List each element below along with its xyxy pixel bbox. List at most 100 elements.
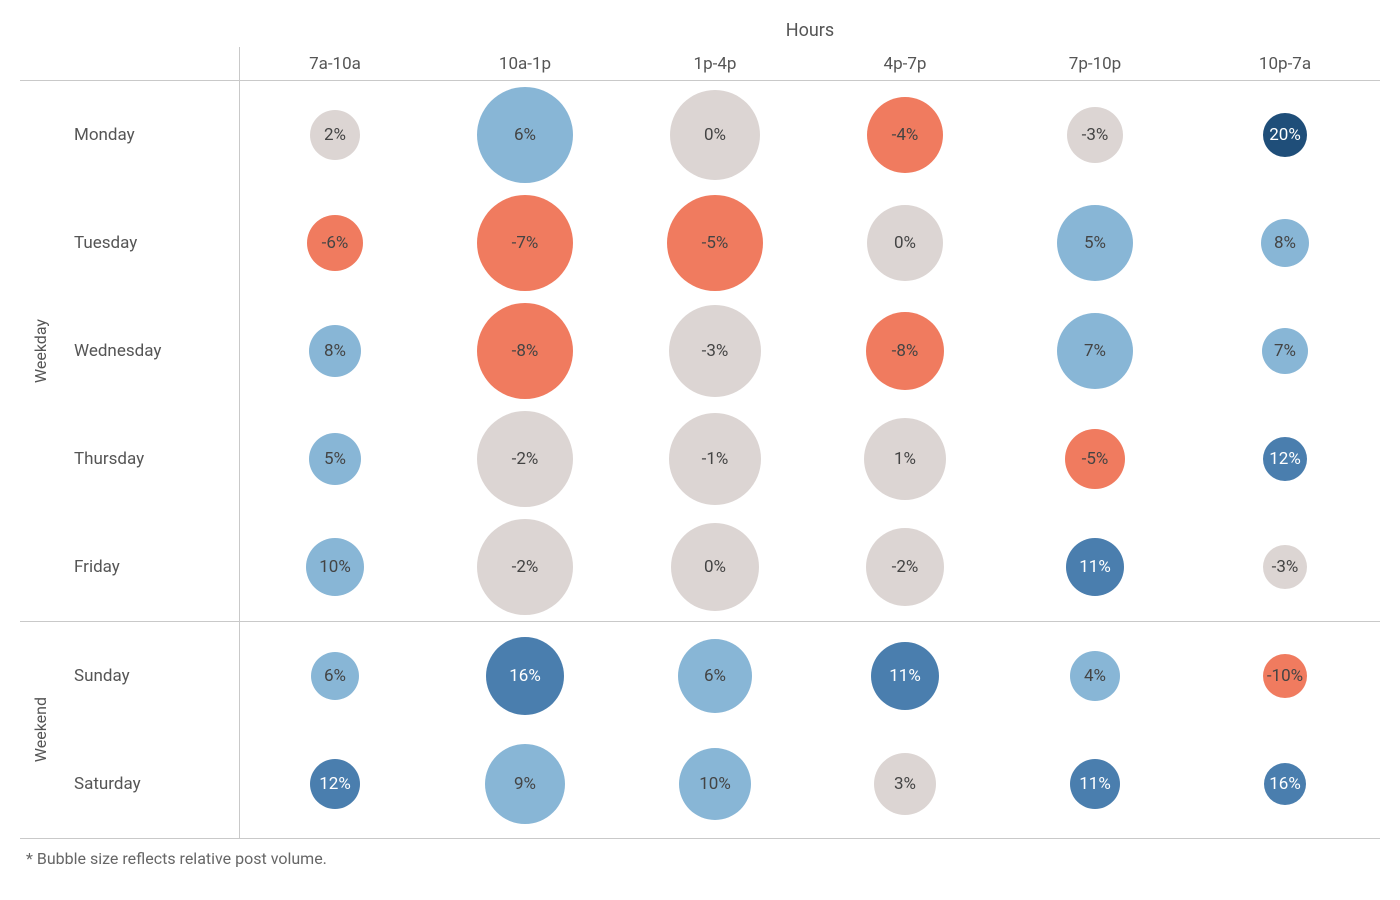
group-label-text: Weekday [31,319,50,383]
data-row: Monday2%6% 0% -4% -3% 20% [60,81,1380,189]
bubble-cell: -8% [810,297,1000,405]
bubble: 16% [486,637,564,715]
hours-axis-title: Hours [240,20,1380,41]
day-label: Sunday [60,622,240,730]
bubble-cell: -5% [620,189,810,297]
bubble-cell: 6% [430,81,620,189]
bubble: 16% [1264,763,1306,805]
bubble-cell: 6% [620,622,810,730]
bubble: 12% [1263,437,1307,481]
data-row: Friday 10% -2% 0% -2% 11% -3% [60,513,1380,621]
bubble-cell: 11% [1000,513,1190,621]
data-row: Sunday 6% 16% 6% 11% 4% -10% [60,622,1380,730]
bubble-cell: -2% [430,513,620,621]
bubble: 11% [1070,759,1120,809]
column-header: 10a-1p [430,54,620,74]
bubble: -3% [669,305,761,397]
column-header: 1p-4p [620,54,810,74]
bubble-cell: 11% [1000,730,1190,838]
bubble-cell: -4% [810,81,1000,189]
bubble-cell: -1% [620,405,810,513]
bubble: 10% [679,748,751,820]
bubble: -6% [307,215,363,271]
bubble: 0% [670,90,760,180]
group-label-text: Weekend [31,697,50,762]
chart-footnote: * Bubble size reflects relative post vol… [20,849,1380,868]
bubble: -3% [1263,545,1307,589]
day-label: Friday [60,513,240,621]
bubble-cell: -7% [430,189,620,297]
bubble: -2% [477,519,573,615]
bubble: -2% [477,411,573,507]
bubble: 9% [485,744,565,824]
bubble-cell: 0% [810,189,1000,297]
rows-container: Monday2%6%0%-4%-3%20%Tuesday-6%-7%-5%0%5… [60,81,1380,621]
bubble-cell: 20% [1190,81,1380,189]
column-header: 4p-7p [810,54,1000,74]
bubble-matrix-chart: Hours 7a-10a 10a-1p 1p-4p 4p-7p 7p-10p 1… [20,20,1380,868]
rows-container: Sunday6%16%6%11%4%-10%Saturday12%9%10%3%… [60,622,1380,838]
bubble: 5% [1057,205,1133,281]
bubble-cell: 10% [620,730,810,838]
bubble: 4% [1070,651,1120,701]
bubble: -3% [1067,107,1123,163]
bubble: 10% [306,538,364,596]
bubble-cell: -3% [620,297,810,405]
day-label: Thursday [60,405,240,513]
day-label: Wednesday [60,297,240,405]
bubble: -1% [669,413,761,505]
bubble-cell: 6% [240,622,430,730]
bubble: 6% [311,652,359,700]
row-group: Weekday Monday2%6% 0% -4% -3% 20% Tuesday -6% -7… [20,81,1380,622]
bubble-cell: -6% [240,189,430,297]
bubble-cell: 4% [1000,622,1190,730]
data-row: Thursday 5% -2% -1% 1% -5% 12% [60,405,1380,513]
bubble-cell: 10% [240,513,430,621]
bubble-cell: 8% [240,297,430,405]
bubble-cell: -5% [1000,405,1190,513]
group-label: Weekend [20,622,60,838]
column-header: 7p-10p [1000,54,1190,74]
column-header-row: 7a-10a 10a-1p 1p-4p 4p-7p 7p-10p 10p-7a [20,47,1380,81]
data-row: Wednesday 8% -8% -3% -8% 7% 7% [60,297,1380,405]
day-label: Tuesday [60,189,240,297]
bubble: -4% [867,97,943,173]
data-row: Tuesday -6% -7%-5%0% 5% 8% [60,189,1380,297]
bubble-cell: -2% [430,405,620,513]
bubble-cell: -10% [1190,622,1380,730]
day-label-spacer [60,47,240,80]
day-label: Monday [60,81,240,189]
bubble: 1% [864,418,946,500]
bubble-cell: 8% [1190,189,1380,297]
bubble: 8% [1261,219,1309,267]
bubble-cell: 7% [1000,297,1190,405]
column-header: 10p-7a [1190,54,1380,74]
bubble-cell: 5% [1000,189,1190,297]
bubble: 8% [309,325,361,377]
bubble: -8% [866,312,944,390]
bubble-cell: -3% [1190,513,1380,621]
bubble: 7% [1057,313,1133,389]
bubble-cell: 9% [430,730,620,838]
bubble-cell: 3% [810,730,1000,838]
bubble-cell: 7% [1190,297,1380,405]
bubble-cell: 5% [240,405,430,513]
bubble: 11% [1066,538,1124,596]
data-row: Saturday12%9%10%3%11%16% [60,730,1380,838]
group-label: Weekday [20,81,60,621]
bubble-cell: 2% [240,81,430,189]
bubble: 0% [671,523,759,611]
bubble: -2% [866,528,944,606]
bubble-cell: -2% [810,513,1000,621]
row-group: WeekendSunday6%16%6%11%4%-10%Saturday12%… [20,622,1380,839]
bubble-cell: 12% [240,730,430,838]
bubble: 5% [309,433,361,485]
bubble: 11% [871,642,939,710]
bubble: 3% [874,753,936,815]
bubble-cell: 1% [810,405,1000,513]
bubble-cell: 11% [810,622,1000,730]
bubble-cell: 0% [620,513,810,621]
bubble-cell: -8% [430,297,620,405]
bubble: 6% [678,639,752,713]
bubble: -8% [477,303,573,399]
